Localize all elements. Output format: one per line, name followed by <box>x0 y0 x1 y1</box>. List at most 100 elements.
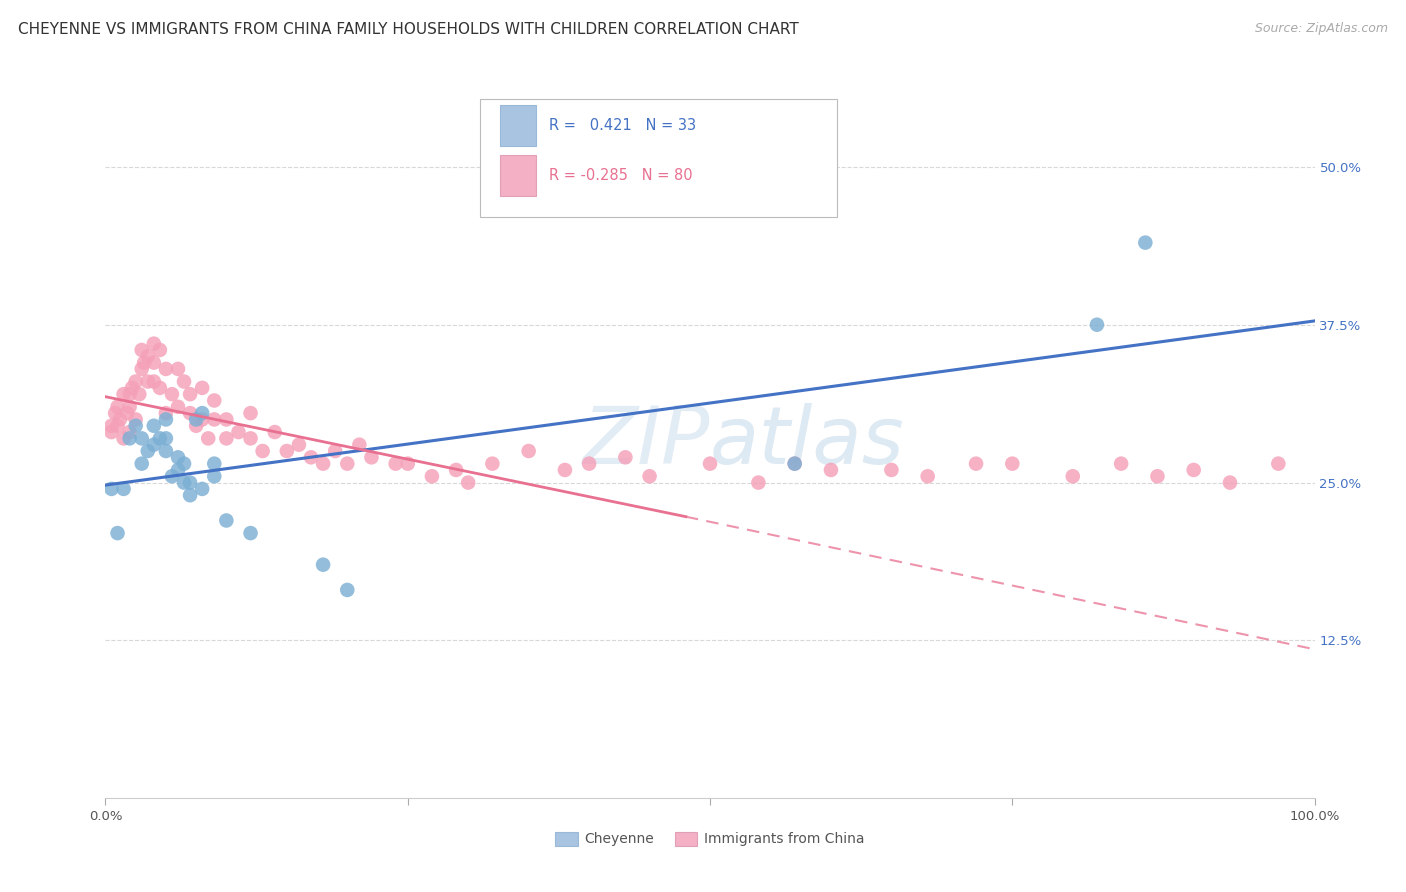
Point <box>1267 457 1289 471</box>
Point <box>167 450 190 465</box>
Point <box>155 444 177 458</box>
Point <box>312 457 335 471</box>
Point <box>276 444 298 458</box>
Point <box>396 457 419 471</box>
Point <box>149 343 172 357</box>
Point <box>131 362 153 376</box>
Point <box>215 412 238 426</box>
FancyBboxPatch shape <box>499 155 536 196</box>
Point <box>202 457 225 471</box>
Point <box>142 356 165 370</box>
Point <box>197 431 219 445</box>
Point <box>136 375 159 389</box>
Point <box>349 438 371 452</box>
Point <box>124 375 148 389</box>
Point <box>481 457 503 471</box>
Point <box>191 412 214 426</box>
FancyBboxPatch shape <box>499 105 536 146</box>
Point <box>323 444 346 458</box>
Point <box>173 375 195 389</box>
Point <box>444 463 467 477</box>
Point <box>215 431 238 445</box>
Point <box>747 475 769 490</box>
Point <box>134 356 156 370</box>
Point <box>155 406 177 420</box>
Point <box>1182 463 1205 477</box>
Point <box>112 387 135 401</box>
Point <box>384 457 406 471</box>
Point <box>554 463 576 477</box>
Point <box>173 475 195 490</box>
Point <box>160 469 183 483</box>
Point <box>124 418 148 433</box>
Point <box>107 400 129 414</box>
Point <box>288 438 311 452</box>
Point <box>202 412 225 426</box>
Point <box>118 387 141 401</box>
Point <box>880 463 903 477</box>
Point <box>131 431 153 445</box>
Point <box>699 457 721 471</box>
Point <box>186 418 208 433</box>
Point <box>360 450 382 465</box>
Point <box>252 444 274 458</box>
Point <box>263 425 285 439</box>
Point <box>336 457 359 471</box>
Point <box>167 463 190 477</box>
Point <box>179 406 201 420</box>
Point <box>1146 469 1168 483</box>
Point <box>142 418 165 433</box>
Point <box>179 488 201 502</box>
Point <box>149 431 172 445</box>
Point <box>124 412 148 426</box>
Point <box>136 444 159 458</box>
Point <box>239 431 262 445</box>
Point <box>100 482 122 496</box>
Point <box>517 444 540 458</box>
Point <box>239 526 262 541</box>
Point <box>142 336 165 351</box>
Point <box>638 469 661 483</box>
Point <box>1219 475 1241 490</box>
Point <box>107 418 129 433</box>
Point <box>121 381 143 395</box>
Point <box>155 412 177 426</box>
Point <box>299 450 322 465</box>
Point <box>179 475 201 490</box>
Point <box>202 393 225 408</box>
Point <box>128 387 150 401</box>
Point <box>115 406 138 420</box>
Point <box>820 463 842 477</box>
Point <box>1109 457 1132 471</box>
Point <box>191 482 214 496</box>
Point <box>136 349 159 363</box>
Point <box>107 526 129 541</box>
Point <box>783 457 806 471</box>
Text: R =   0.421   N = 33: R = 0.421 N = 33 <box>550 118 696 133</box>
Point <box>1085 318 1108 332</box>
Point <box>312 558 335 572</box>
Point <box>457 475 479 490</box>
Point <box>336 582 359 597</box>
Point <box>1135 235 1157 250</box>
Text: ZIP: ZIP <box>582 402 710 481</box>
Text: Source: ZipAtlas.com: Source: ZipAtlas.com <box>1254 22 1388 36</box>
Point <box>112 482 135 496</box>
Point <box>149 381 172 395</box>
Point <box>173 457 195 471</box>
Point <box>118 400 141 414</box>
Point <box>420 469 443 483</box>
Point <box>202 469 225 483</box>
Point <box>142 438 165 452</box>
Point <box>783 457 806 471</box>
Point <box>191 381 214 395</box>
Point <box>131 457 153 471</box>
FancyBboxPatch shape <box>481 99 837 217</box>
Point <box>100 425 122 439</box>
Point <box>614 450 637 465</box>
Text: CHEYENNE VS IMMIGRANTS FROM CHINA FAMILY HOUSEHOLDS WITH CHILDREN CORRELATION CH: CHEYENNE VS IMMIGRANTS FROM CHINA FAMILY… <box>18 22 799 37</box>
Point <box>142 375 165 389</box>
Text: R = -0.285   N = 80: R = -0.285 N = 80 <box>550 168 693 183</box>
Point <box>160 387 183 401</box>
Point <box>215 513 238 527</box>
